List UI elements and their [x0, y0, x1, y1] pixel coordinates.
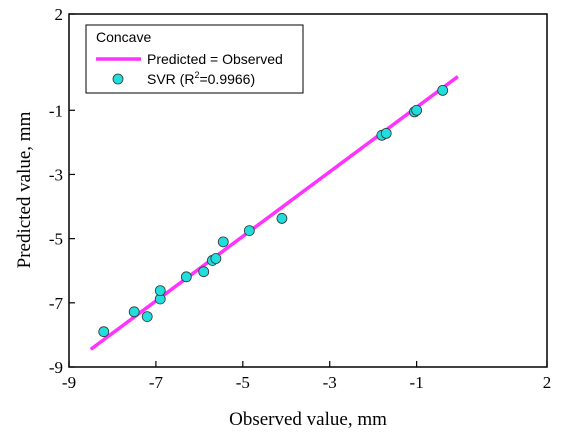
legend: Concave Predicted = Observed SVR (R2=0.9…: [85, 24, 304, 94]
data-layer: [89, 75, 459, 351]
x-tick-label: -7: [149, 373, 164, 392]
y-tick-label: -5: [49, 230, 63, 249]
data-point: [154, 285, 166, 297]
x-tick-label: -5: [236, 373, 250, 392]
data-point: [128, 306, 140, 318]
x-tick-label: -9: [62, 373, 76, 392]
data-point: [243, 225, 255, 237]
y-tick-label: -9: [49, 358, 63, 377]
x-axis-title: Observed value, mm: [229, 409, 387, 430]
legend-points-label: SVR (R2=0.9966): [147, 70, 255, 87]
legend-points-label-prefix: SVR (R: [147, 71, 194, 87]
data-point: [210, 253, 222, 264]
legend-point-swatch: [112, 73, 124, 85]
x-tick-label: -1: [410, 373, 424, 392]
data-point: [411, 104, 423, 116]
data-point: [380, 127, 392, 139]
data-point: [437, 84, 449, 96]
y-tick-label: 2: [55, 5, 64, 24]
x-tick-label: -3: [323, 373, 337, 392]
x-tick-label: 2: [543, 373, 552, 392]
reference-line: [89, 75, 459, 351]
plot-frame: [68, 13, 548, 368]
data-point: [276, 213, 288, 224]
data-point: [198, 266, 210, 278]
y-tick-label: -7: [49, 294, 64, 313]
legend-points-label-suffix: =0.9966): [199, 71, 255, 87]
legend-title: Concave: [96, 29, 151, 45]
y-axis-title: Predicted value, mm: [14, 111, 35, 268]
axis-ticks: -9 -7 -5 -3 -1 2 -9 -7 -5 -3 -1 2: [49, 5, 551, 392]
legend-points-label-sup: 2: [194, 70, 199, 80]
data-point: [98, 326, 110, 338]
data-point: [217, 236, 229, 248]
y-tick-label: -3: [49, 165, 63, 184]
y-tick-label: -1: [49, 101, 63, 120]
data-point: [180, 271, 192, 283]
legend-line-label: Predicted = Observed: [147, 51, 283, 67]
data-point: [141, 311, 153, 323]
